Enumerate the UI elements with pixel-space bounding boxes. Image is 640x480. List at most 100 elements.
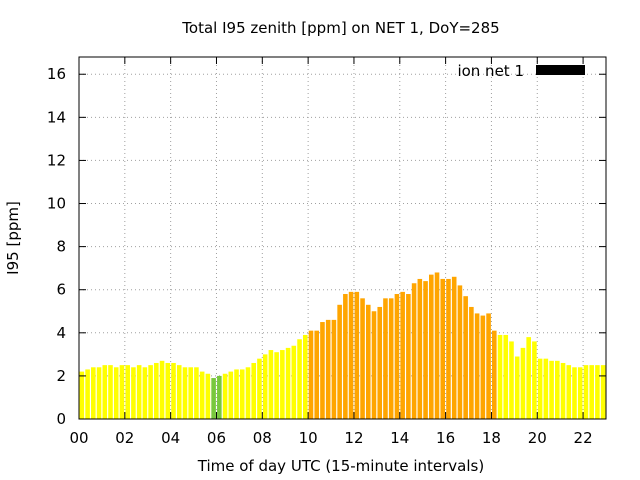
bar [543, 358, 549, 419]
plot-border [78, 56, 607, 420]
bar [125, 365, 130, 419]
bar [377, 306, 383, 419]
y-axis-label: I95 [ppm] [4, 201, 22, 275]
y-tick-label: 6 [56, 281, 66, 299]
bar [566, 365, 572, 419]
bar [371, 311, 377, 419]
bars [79, 272, 606, 419]
bar [595, 365, 600, 419]
x-tick-label: 02 [115, 429, 134, 447]
y-tick-label: 14 [47, 108, 66, 126]
bar [262, 354, 268, 419]
bar [440, 278, 446, 419]
x-tick-label: 14 [390, 429, 409, 447]
bar [234, 369, 239, 419]
bar [119, 365, 125, 419]
bar [79, 371, 85, 419]
bar [451, 276, 457, 419]
y-tick-label: 2 [56, 367, 66, 385]
y-tick-label: 0 [56, 410, 66, 428]
x-tick-label: 16 [436, 429, 455, 447]
bar [176, 365, 182, 419]
bar [514, 356, 520, 419]
x-tick-label: 08 [253, 429, 272, 447]
bar [509, 341, 514, 419]
bar [577, 367, 583, 419]
bar [434, 272, 440, 419]
bar [222, 373, 228, 419]
bar [285, 347, 291, 419]
bar [532, 341, 537, 419]
bar [480, 315, 486, 419]
bar [165, 362, 171, 419]
bar [159, 360, 165, 419]
bar [211, 378, 216, 419]
x-tick-label: 10 [299, 429, 318, 447]
bar [583, 365, 589, 419]
chart-title: Total I95 zenith [ppm] on NET 1, DoY=285 [181, 19, 499, 37]
bar [136, 365, 142, 419]
bar [365, 304, 371, 419]
bar [406, 294, 411, 419]
bar [446, 278, 451, 419]
bar [228, 371, 234, 419]
bar [348, 291, 354, 419]
bar [457, 285, 463, 419]
bar [297, 339, 302, 419]
bar [131, 367, 136, 419]
bar [503, 334, 509, 419]
bar [589, 365, 594, 419]
y-tick-label: 8 [56, 238, 66, 256]
bar [245, 367, 251, 419]
x-tick-label: 06 [207, 429, 226, 447]
bar [400, 291, 405, 419]
bar [600, 365, 606, 419]
legend-swatch [536, 65, 585, 75]
bar [492, 330, 497, 419]
bar [537, 358, 543, 419]
bar [291, 345, 297, 419]
y-tick-label: 4 [56, 324, 66, 342]
bar [142, 367, 148, 419]
y-tick-label: 10 [47, 195, 66, 213]
bar [182, 367, 188, 419]
bar [429, 274, 434, 419]
legend-label: ion net 1 [457, 62, 524, 80]
bar [194, 367, 199, 419]
bar [96, 367, 102, 419]
grid [79, 57, 606, 419]
bar [171, 362, 176, 419]
bar [417, 278, 423, 419]
bar [102, 365, 108, 419]
bar [257, 358, 262, 419]
bar [560, 362, 566, 419]
bar [343, 294, 348, 419]
bar [463, 296, 468, 419]
bar [113, 367, 119, 419]
bar [302, 334, 308, 419]
bar [474, 313, 480, 419]
bar [91, 367, 96, 419]
bar [280, 350, 285, 419]
bar [423, 281, 428, 419]
bar [325, 319, 331, 419]
bar [188, 367, 193, 419]
bar [572, 367, 577, 419]
legend: ion net 1 [457, 62, 585, 80]
bar [314, 330, 320, 419]
bar [354, 291, 360, 419]
bar [555, 360, 560, 419]
bar [469, 306, 474, 419]
x-tick-label: 22 [574, 429, 593, 447]
bar [486, 313, 491, 419]
bar [331, 319, 337, 419]
bar [497, 334, 503, 419]
x-axis-label: Time of day UTC (15-minute intervals) [197, 457, 484, 475]
x-tick-label: 04 [161, 429, 180, 447]
bar [239, 369, 245, 419]
bar [520, 347, 526, 419]
bar [337, 304, 342, 419]
bar [411, 283, 417, 419]
bar [308, 330, 314, 419]
